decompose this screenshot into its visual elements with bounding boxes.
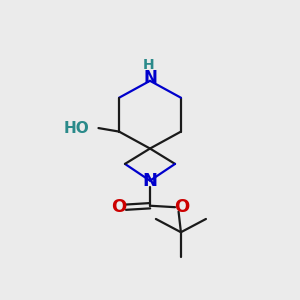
Text: H: H	[143, 58, 154, 73]
Text: HO: HO	[64, 121, 90, 136]
Text: N: N	[142, 172, 158, 190]
Text: O: O	[175, 198, 190, 216]
Text: N: N	[143, 69, 157, 87]
Text: O: O	[111, 198, 126, 216]
